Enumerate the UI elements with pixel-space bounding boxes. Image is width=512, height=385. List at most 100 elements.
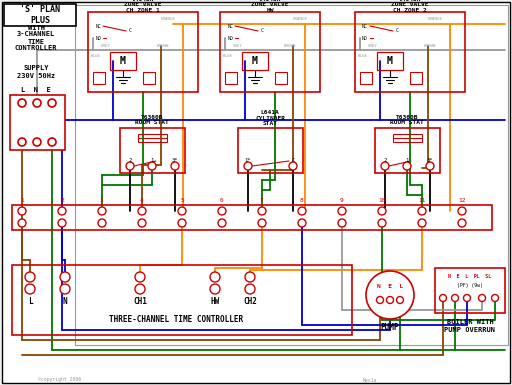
Text: M: M [120,56,126,66]
Bar [238,128,303,173]
Bar [355,12,465,92]
Circle shape [33,99,41,107]
Text: 'S' PLAN
PLUS: 'S' PLAN PLUS [20,5,60,25]
Circle shape [48,99,56,107]
Text: ©copyright 2006: ©copyright 2006 [38,378,81,383]
Text: L641A
CYLINDER
STAT: L641A CYLINDER STAT [255,110,285,126]
Text: (PF) (9w): (PF) (9w) [457,283,483,288]
Circle shape [58,219,66,227]
Circle shape [396,296,403,303]
Circle shape [403,162,411,170]
Text: ORANGE: ORANGE [428,17,442,21]
Bar [75,5,508,345]
Circle shape [245,284,255,294]
Circle shape [48,138,56,146]
Bar [375,128,440,173]
Circle shape [148,162,156,170]
Circle shape [376,296,383,303]
Text: ORANGE: ORANGE [292,17,308,21]
Text: 3*: 3* [426,157,433,162]
Circle shape [218,207,226,215]
Circle shape [244,162,252,170]
Circle shape [381,162,389,170]
Circle shape [18,138,26,146]
Text: SUPPLY
230V 50Hz: SUPPLY 230V 50Hz [17,65,55,79]
Bar [242,52,268,70]
Text: 6: 6 [220,198,224,203]
Text: BLUE: BLUE [91,54,101,58]
Circle shape [289,162,297,170]
Circle shape [298,207,306,215]
Text: GREY: GREY [368,44,378,48]
Circle shape [458,207,466,215]
Text: C: C [291,157,294,162]
Bar [220,12,320,92]
Circle shape [210,284,220,294]
Circle shape [439,295,446,301]
Circle shape [458,219,466,227]
Text: THREE-CHANNEL TIME CONTROLLER: THREE-CHANNEL TIME CONTROLLER [109,315,243,325]
Circle shape [463,295,471,301]
Circle shape [60,284,70,294]
Text: BROWN: BROWN [284,44,296,48]
Text: HW: HW [210,296,220,306]
Circle shape [426,162,434,170]
Bar [4,4,76,26]
Bar [143,72,155,84]
Bar [93,72,105,84]
Circle shape [25,284,35,294]
Text: N  E  L: N E L [377,285,403,290]
Text: M: M [252,56,258,66]
Text: N: N [62,296,67,306]
Circle shape [98,219,106,227]
Text: 3*: 3* [172,157,178,162]
Text: BLUE: BLUE [223,54,233,58]
Circle shape [378,219,386,227]
Bar [275,72,287,84]
Text: CH1: CH1 [133,296,147,306]
Circle shape [218,219,226,227]
Bar [12,265,352,335]
Text: GREY: GREY [233,44,243,48]
Text: C: C [261,28,264,33]
Text: 1*: 1* [245,157,251,162]
Text: 11: 11 [418,198,426,203]
Circle shape [258,207,266,215]
Circle shape [138,219,146,227]
Text: 3: 3 [100,198,104,203]
Text: WITH
3-CHANNEL
TIME
CONTROLLER: WITH 3-CHANNEL TIME CONTROLLER [15,25,57,52]
Text: NO: NO [227,35,233,40]
Bar [377,52,403,70]
Text: PUMP: PUMP [381,323,399,331]
Text: NC: NC [227,23,233,28]
Circle shape [138,207,146,215]
Text: C: C [129,28,132,33]
Bar [410,72,422,84]
Bar [10,95,65,150]
Text: Kev1a: Kev1a [363,378,377,383]
Circle shape [18,207,26,215]
Circle shape [58,207,66,215]
Circle shape [258,219,266,227]
Text: T6360B
ROOM STAT: T6360B ROOM STAT [390,115,424,126]
Text: 7: 7 [260,198,264,203]
Text: BLUE: BLUE [358,54,368,58]
Text: C: C [396,28,398,33]
Circle shape [25,272,35,282]
Bar [393,134,422,142]
Bar [360,72,372,84]
Text: L  N  E: L N E [21,87,51,93]
Text: 8: 8 [300,198,304,203]
Text: BOILER WITH
PUMP OVERRUN: BOILER WITH PUMP OVERRUN [444,320,496,333]
Bar [88,12,198,92]
Text: NC: NC [362,23,368,28]
Text: M: M [387,56,393,66]
Text: NO: NO [362,35,368,40]
Circle shape [245,272,255,282]
Bar [12,205,492,230]
Text: GREY: GREY [101,44,111,48]
Circle shape [418,219,426,227]
Text: 4: 4 [140,198,144,203]
Circle shape [418,207,426,215]
Circle shape [18,99,26,107]
